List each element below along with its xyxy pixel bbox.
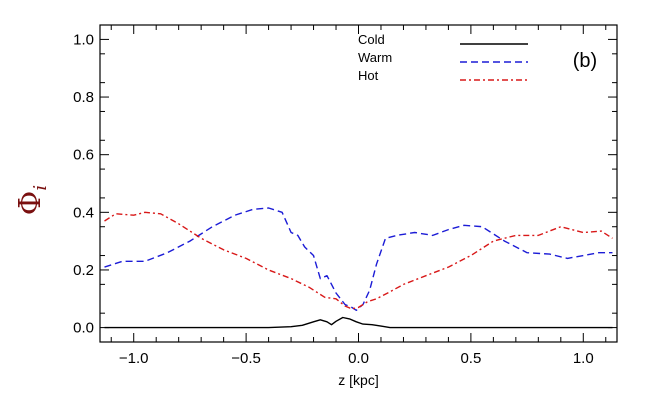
legend-label-hot: Hot (358, 68, 379, 83)
series-line-warm (104, 207, 613, 311)
ticks-layer: −1.0 −0.5 0.0 0.5 1.0 0.0 0.2 0.4 0.6 0.8 1.0 (73, 24, 617, 367)
x-tick-label: 0.5 (460, 350, 481, 367)
x-tick-label: −0.5 (231, 350, 261, 367)
y-axis-label: Φi (13, 185, 51, 215)
series-line-cold (104, 316, 613, 329)
y-axis-label-subscript: i (30, 185, 51, 191)
y-tick-label: 0.2 (73, 262, 94, 279)
series-line-hot (104, 211, 613, 310)
panel-label: (b) (573, 50, 597, 72)
y-axis-label-symbol: Φ (13, 191, 48, 216)
x-tick-label: 1.0 (573, 350, 594, 367)
legend-label-warm: Warm (358, 50, 392, 65)
legend-label-cold: Cold (358, 32, 385, 47)
x-tick-label: 0.0 (348, 350, 369, 367)
y-tick-label: 0.4 (73, 204, 94, 221)
y-tick-label: 1.0 (73, 31, 94, 48)
series-layer (104, 207, 613, 329)
y-tick-label: 0.6 (73, 147, 94, 164)
legend: Cold Warm Hot (358, 32, 528, 83)
y-tick-label: 0.8 (73, 89, 94, 106)
y-tick-label: 0.0 (73, 320, 94, 337)
x-tick-label: −1.0 (119, 350, 149, 367)
x-axis-label: z [kpc] (338, 372, 378, 388)
